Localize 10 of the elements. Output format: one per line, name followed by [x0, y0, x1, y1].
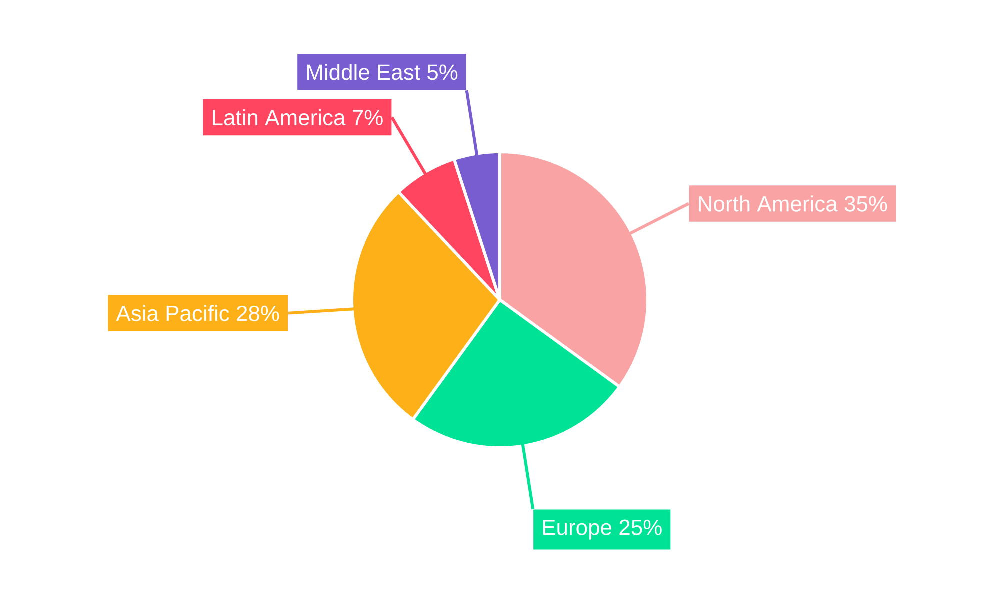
slice-label: Middle East — [307, 64, 420, 80]
slice-label: North America — [699, 196, 838, 212]
slice-label: Europe — [543, 520, 612, 540]
data-label: 25% — [620, 520, 662, 536]
slice-label: Latin America — [213, 109, 346, 126]
slice-label: Asia Pacific — [116, 305, 230, 322]
data-label: 5% — [428, 64, 458, 80]
data-label: 7% — [353, 110, 383, 126]
data-label: 35% — [844, 196, 888, 212]
data-label: 28% — [237, 306, 280, 322]
